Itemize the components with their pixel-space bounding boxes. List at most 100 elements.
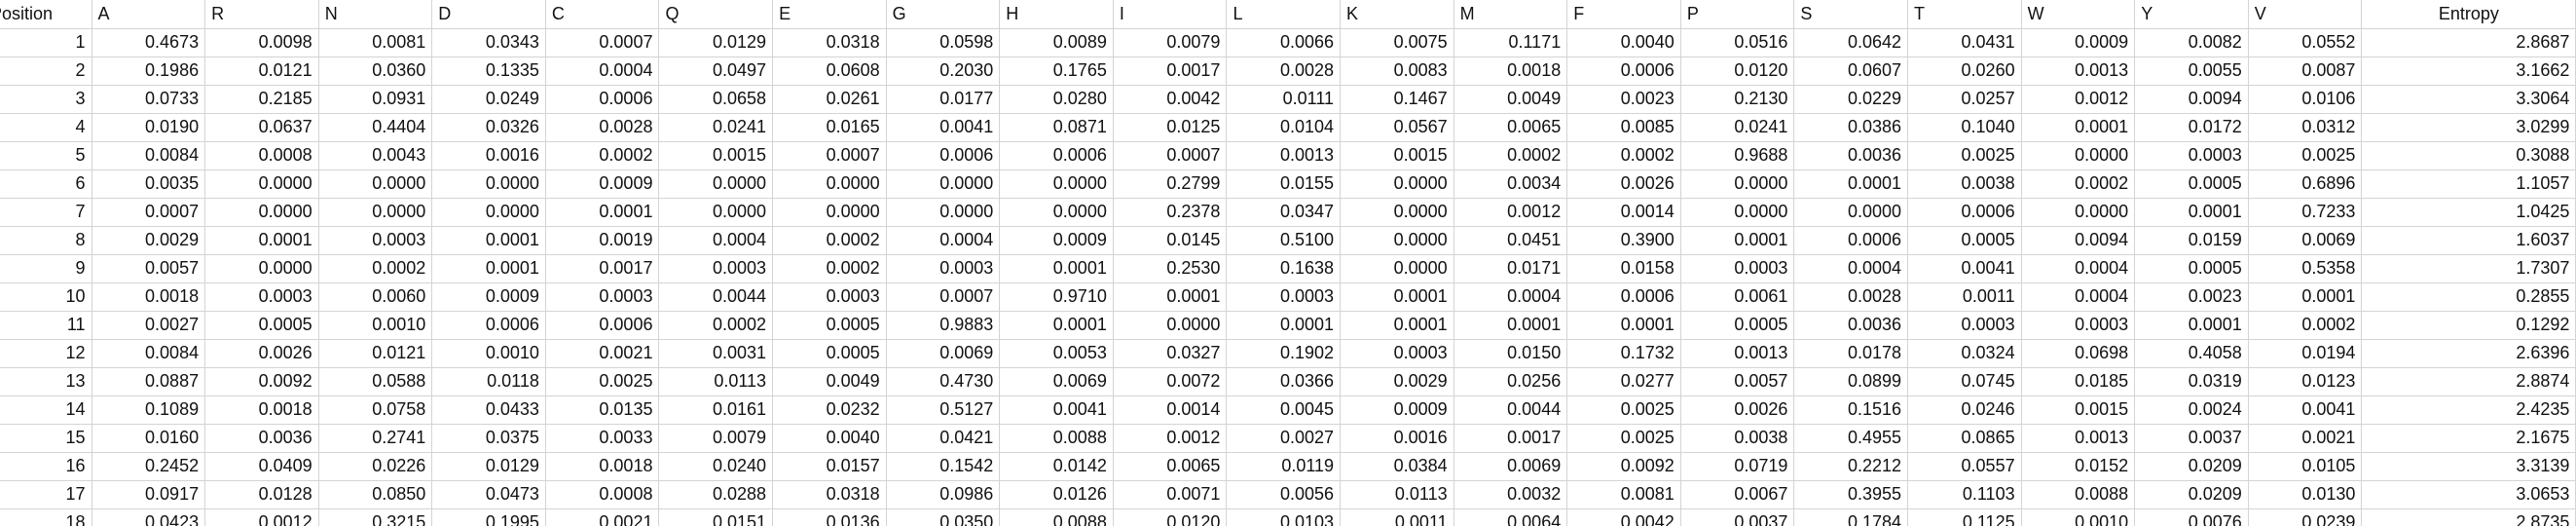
table-cell[interactable]: 0.0043 <box>318 141 433 170</box>
table-cell[interactable]: 0.0014 <box>1113 395 1228 425</box>
position-cell[interactable]: 3 <box>0 85 92 114</box>
table-cell[interactable]: 0.0088 <box>2021 480 2136 509</box>
table-cell[interactable]: 0.0004 <box>658 226 774 255</box>
table-cell[interactable]: 0.0326 <box>431 113 546 142</box>
position-cell[interactable]: 12 <box>0 339 92 368</box>
table-cell[interactable]: 0.0005 <box>1907 226 2022 255</box>
column-header-k[interactable]: K <box>1340 0 1454 29</box>
table-cell[interactable]: 0.0157 <box>772 452 887 481</box>
table-cell[interactable]: 0.0023 <box>1566 85 1681 114</box>
table-cell[interactable]: 0.0025 <box>1907 141 2022 170</box>
table-cell[interactable]: 0.0152 <box>2021 452 2136 481</box>
column-header-e[interactable]: E <box>772 0 887 29</box>
table-cell[interactable]: 0.0021 <box>545 339 660 368</box>
table-cell[interactable]: 0.0018 <box>1454 56 1568 86</box>
table-cell[interactable]: 0.0069 <box>886 339 1001 368</box>
table-cell[interactable]: 0.2212 <box>1793 452 1908 481</box>
table-cell[interactable]: 0.0319 <box>2134 367 2249 396</box>
table-cell[interactable]: 0.0006 <box>1793 226 1908 255</box>
table-cell[interactable]: 0.0018 <box>545 452 660 481</box>
table-cell[interactable]: 0.0001 <box>1113 282 1228 312</box>
column-header-s[interactable]: S <box>1793 0 1908 29</box>
table-cell[interactable]: 0.0034 <box>1454 169 1568 199</box>
table-cell[interactable]: 0.0045 <box>1226 395 1342 425</box>
table-cell[interactable]: 0.0055 <box>2134 56 2249 86</box>
table-cell[interactable]: 0.0001 <box>999 254 1114 283</box>
table-cell[interactable]: 0.0006 <box>1566 282 1681 312</box>
column-header-i[interactable]: I <box>1113 0 1228 29</box>
table-cell[interactable]: 0.0061 <box>1680 282 1795 312</box>
table-cell[interactable]: 0.0567 <box>1340 113 1454 142</box>
table-cell[interactable]: 0.0119 <box>1226 452 1342 481</box>
column-header-a[interactable]: A <box>92 0 206 29</box>
table-cell[interactable]: 0.0001 <box>431 226 546 255</box>
table-cell[interactable]: 0.0009 <box>431 282 546 312</box>
table-cell[interactable]: 0.0000 <box>999 198 1114 227</box>
table-cell[interactable]: 0.0004 <box>545 56 660 86</box>
table-cell[interactable]: 0.0000 <box>1113 311 1228 340</box>
table-cell[interactable]: 0.0031 <box>658 339 774 368</box>
table-cell[interactable]: 0.0041 <box>1907 254 2022 283</box>
column-header-f[interactable]: F <box>1566 0 1681 29</box>
table-cell[interactable]: 1.7307 <box>2361 254 2576 283</box>
table-cell[interactable]: 0.0018 <box>92 282 206 312</box>
table-cell[interactable]: 0.0002 <box>2021 169 2136 199</box>
table-cell[interactable]: 0.0260 <box>1907 56 2022 86</box>
table-cell[interactable]: 0.0001 <box>999 311 1114 340</box>
table-cell[interactable]: 0.0104 <box>1226 113 1342 142</box>
table-cell[interactable]: 0.0024 <box>2134 395 2249 425</box>
table-cell[interactable]: 0.1171 <box>1454 28 1568 57</box>
table-cell[interactable]: 1.0425 <box>2361 198 2576 227</box>
table-cell[interactable]: 0.0433 <box>431 395 546 425</box>
table-cell[interactable]: 0.0000 <box>204 169 319 199</box>
table-cell[interactable]: 0.0037 <box>2134 424 2249 453</box>
table-cell[interactable]: 0.0040 <box>1566 28 1681 57</box>
table-cell[interactable]: 0.0088 <box>999 508 1114 526</box>
table-cell[interactable]: 0.0000 <box>886 198 1001 227</box>
table-cell[interactable]: 0.1516 <box>1793 395 1908 425</box>
table-cell[interactable]: 0.1467 <box>1340 85 1454 114</box>
table-cell[interactable]: 0.0177 <box>886 85 1001 114</box>
table-cell[interactable]: 0.0065 <box>1454 113 1568 142</box>
table-cell[interactable]: 0.0028 <box>545 113 660 142</box>
table-cell[interactable]: 0.0256 <box>1454 367 1568 396</box>
table-cell[interactable]: 0.0006 <box>545 85 660 114</box>
table-cell[interactable]: 0.0026 <box>204 339 319 368</box>
table-cell[interactable]: 0.2855 <box>2361 282 2576 312</box>
table-cell[interactable]: 0.0103 <box>1226 508 1342 526</box>
table-cell[interactable]: 0.0171 <box>1454 254 1568 283</box>
table-cell[interactable]: 0.0003 <box>1226 282 1342 312</box>
table-cell[interactable]: 0.0178 <box>1793 339 1908 368</box>
table-cell[interactable]: 0.0000 <box>318 198 433 227</box>
table-cell[interactable]: 0.0028 <box>1226 56 1342 86</box>
table-cell[interactable]: 0.0698 <box>2021 339 2136 368</box>
table-cell[interactable]: 0.0081 <box>1566 480 1681 509</box>
table-cell[interactable]: 0.2130 <box>1680 85 1795 114</box>
table-cell[interactable]: 0.0004 <box>1793 254 1908 283</box>
table-cell[interactable]: 0.0015 <box>658 141 774 170</box>
table-cell[interactable]: 0.0409 <box>204 452 319 481</box>
table-cell[interactable]: 0.0044 <box>1454 395 1568 425</box>
table-cell[interactable]: 1.1057 <box>2361 169 2576 199</box>
table-cell[interactable]: 0.0733 <box>92 85 206 114</box>
table-cell[interactable]: 0.1125 <box>1907 508 2022 526</box>
table-cell[interactable]: 0.0257 <box>1907 85 2022 114</box>
position-cell[interactable]: 2 <box>0 56 92 86</box>
table-cell[interactable]: 0.0001 <box>2134 311 2249 340</box>
table-cell[interactable]: 0.0003 <box>2021 311 2136 340</box>
table-cell[interactable]: 0.0005 <box>772 339 887 368</box>
table-cell[interactable]: 0.0079 <box>1113 28 1228 57</box>
table-cell[interactable]: 0.0007 <box>772 141 887 170</box>
table-cell[interactable]: 0.0001 <box>1454 311 1568 340</box>
table-cell[interactable]: 0.0001 <box>431 254 546 283</box>
table-cell[interactable]: 0.0343 <box>431 28 546 57</box>
table-cell[interactable]: 0.0172 <box>2134 113 2249 142</box>
table-cell[interactable]: 0.0249 <box>431 85 546 114</box>
table-cell[interactable]: 0.0025 <box>545 367 660 396</box>
table-cell[interactable]: 0.0038 <box>1907 169 2022 199</box>
table-cell[interactable]: 0.0001 <box>1226 311 1342 340</box>
table-cell[interactable]: 0.0029 <box>1340 367 1454 396</box>
table-cell[interactable]: 0.0005 <box>204 311 319 340</box>
position-cell[interactable]: 1 <box>0 28 92 57</box>
table-cell[interactable]: 0.0017 <box>1454 424 1568 453</box>
